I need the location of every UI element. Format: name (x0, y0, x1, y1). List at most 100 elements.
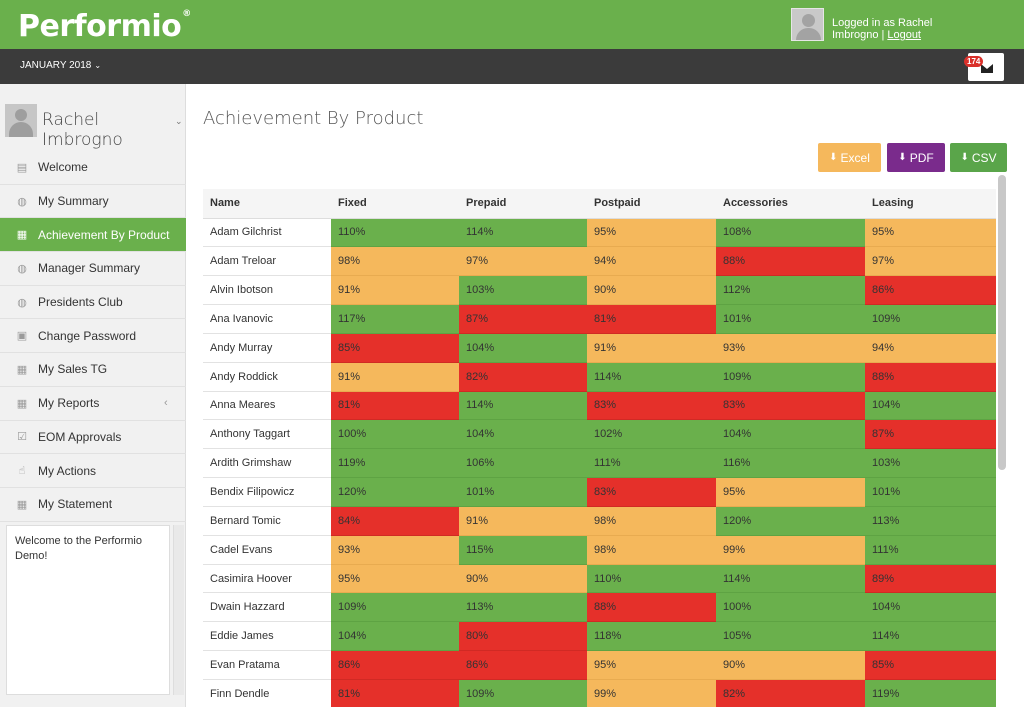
pdf-export-button[interactable]: ⬇ PDF (887, 143, 945, 172)
sidebar-item-my-actions[interactable]: ☝ My Actions (0, 454, 186, 488)
user-menu[interactable]: Rachel Imbrogno ⌄ (5, 104, 185, 150)
column-header[interactable]: Fixed (331, 189, 459, 219)
employee-name: Andy Murray (203, 333, 331, 363)
achievement-cell: 104% (865, 592, 996, 623)
achievement-cell: 113% (459, 592, 587, 623)
achievement-cell: 88% (865, 362, 996, 392)
employee-name: Anna Meares (203, 391, 331, 421)
menu-icon: ▦ (16, 229, 28, 242)
achievement-cell: 102% (587, 419, 716, 450)
sidebar-item-label: Welcome (38, 160, 88, 175)
table-row[interactable]: Ardith Grimshaw 119% 106% 111% 116% 103% (203, 448, 996, 479)
achievement-cell: 104% (459, 419, 587, 450)
column-header[interactable]: Leasing (865, 189, 996, 219)
sidebar-item-welcome[interactable]: ▤ Welcome (0, 151, 186, 185)
table-row[interactable]: Cadel Evans 93% 115% 98% 99% 111% (203, 535, 996, 565)
download-icon: ⬇ (898, 152, 907, 163)
achievement-cell: 119% (865, 679, 996, 707)
achievement-cell: 82% (459, 362, 587, 392)
sidebar-item-my-reports[interactable]: ▦ My Reports ‹ (0, 387, 186, 421)
user-avatar-icon[interactable] (791, 8, 824, 41)
table-row[interactable]: Ana Ivanovic 117% 87% 81% 101% 109% (203, 304, 996, 334)
table-row[interactable]: Andy Murray 85% 104% 91% 93% 94% (203, 333, 996, 363)
achievement-cell: 81% (587, 304, 716, 334)
table-row[interactable]: Anthony Taggart 100% 104% 102% 104% 87% (203, 419, 996, 450)
achievement-cell: 104% (716, 419, 865, 450)
period-bar: JANUARY 2018 ⌄ (0, 49, 1024, 84)
column-header[interactable]: Prepaid (459, 189, 587, 219)
achievement-cell: 91% (331, 275, 459, 306)
avatar (5, 104, 37, 137)
achievement-cell: 95% (587, 218, 716, 248)
employee-name: Cadel Evans (203, 535, 331, 565)
achievement-cell: 111% (587, 448, 716, 479)
envelope-icon (981, 64, 993, 73)
sidebar-item-label: Presidents Club (38, 295, 123, 310)
achievement-cell: 87% (459, 304, 587, 334)
achievement-cell: 101% (865, 477, 996, 507)
welcome-scrollbar[interactable] (173, 525, 184, 695)
table-row[interactable]: Adam Gilchrist 110% 114% 95% 108% 95% (203, 218, 996, 248)
sidebar-item-label: My Actions (38, 463, 97, 478)
achievement-cell: 85% (331, 333, 459, 363)
column-header[interactable]: Postpaid (587, 189, 716, 219)
menu-icon: ▦ (16, 397, 28, 410)
achievement-cell: 100% (716, 592, 865, 623)
table-row[interactable]: Adam Treloar 98% 97% 94% 88% 97% (203, 246, 996, 277)
achievement-cell: 109% (865, 304, 996, 334)
table-row[interactable]: Bendix Filipowicz 120% 101% 83% 95% 101% (203, 477, 996, 507)
chevron-down-icon: ⌄ (94, 61, 102, 70)
achievement-cell: 108% (716, 218, 865, 248)
sidebar-item-eom-approvals[interactable]: ☑ EOM Approvals (0, 421, 186, 455)
table-row[interactable]: Alvin Ibotson 91% 103% 90% 112% 86% (203, 275, 996, 306)
sidebar-item-my-summary[interactable]: ◍ My Summary (0, 185, 186, 219)
table-row[interactable]: Finn Dendle 81% 109% 99% 82% 119% (203, 679, 996, 707)
logout-link[interactable]: Logout (887, 29, 921, 41)
achievement-cell: 97% (459, 246, 587, 277)
table-row[interactable]: Eddie James 104% 80% 118% 105% 114% (203, 621, 996, 652)
achievement-cell: 94% (865, 333, 996, 363)
achievement-cell: 93% (716, 333, 865, 363)
sidebar: Rachel Imbrogno ⌄ ▤ Welcome ◍ My Summary ▦ Ac… (0, 84, 186, 707)
achievement-cell: 120% (331, 477, 459, 507)
employee-name: Adam Gilchrist (203, 218, 331, 248)
achievement-cell: 93% (331, 535, 459, 565)
table-row[interactable]: Anna Meares 81% 114% 83% 83% 104% (203, 391, 996, 421)
sidebar-item-presidents-club[interactable]: ◍ Presidents Club (0, 286, 186, 320)
chevron-left-icon: ‹ (164, 397, 168, 410)
achievement-cell: 111% (865, 535, 996, 565)
sidebar-item-label: Change Password (38, 328, 137, 343)
achievement-cell: 90% (587, 275, 716, 306)
excel-export-button[interactable]: ⬇ Excel (818, 143, 881, 172)
csv-export-button[interactable]: ⬇ CSV (950, 143, 1007, 172)
table-row[interactable]: Andy Roddick 91% 82% 114% 109% 88% (203, 362, 996, 392)
sidebar-item-my-sales-tg[interactable]: ▦ My Sales TG (0, 353, 186, 387)
table-scrollbar[interactable] (998, 175, 1006, 470)
achievement-cell: 114% (716, 564, 865, 594)
column-header[interactable]: Name (203, 189, 331, 219)
table-row[interactable]: Casimira Hoover 95% 90% 110% 114% 89% (203, 564, 996, 594)
achievement-cell: 118% (587, 621, 716, 652)
achievement-cell: 90% (716, 650, 865, 680)
sidebar-item-my-statement[interactable]: ▦ My Statement (0, 488, 186, 522)
achievement-cell: 88% (587, 592, 716, 623)
column-header[interactable]: Accessories (716, 189, 865, 219)
achievement-cell: 103% (865, 448, 996, 479)
sidebar-item-achievement-by-product[interactable]: ▦ Achievement By Product (0, 218, 186, 253)
table-row[interactable]: Dwain Hazzard 109% 113% 88% 100% 104% (203, 592, 996, 623)
employee-name: Alvin Ibotson (203, 275, 331, 306)
download-icon: ⬇ (960, 152, 969, 163)
achievement-cell: 104% (331, 621, 459, 652)
table-row[interactable]: Bernard Tomic 84% 91% 98% 120% 113% (203, 506, 996, 536)
sidebar-item-manager-summary[interactable]: ◍ Manager Summary (0, 252, 186, 286)
achievement-cell: 89% (865, 564, 996, 594)
achievement-cell: 95% (331, 564, 459, 594)
employee-name: Bernard Tomic (203, 506, 331, 536)
performio-logo[interactable]: Performio® (18, 9, 191, 44)
achievement-cell: 90% (459, 564, 587, 594)
achievement-cell: 114% (459, 218, 587, 248)
sidebar-item-change-password[interactable]: ▣ Change Password (0, 319, 186, 354)
achievement-cell: 116% (716, 448, 865, 479)
table-row[interactable]: Evan Pratama 86% 86% 95% 90% 85% (203, 650, 996, 680)
period-selector[interactable]: JANUARY 2018 ⌄ (20, 60, 102, 71)
